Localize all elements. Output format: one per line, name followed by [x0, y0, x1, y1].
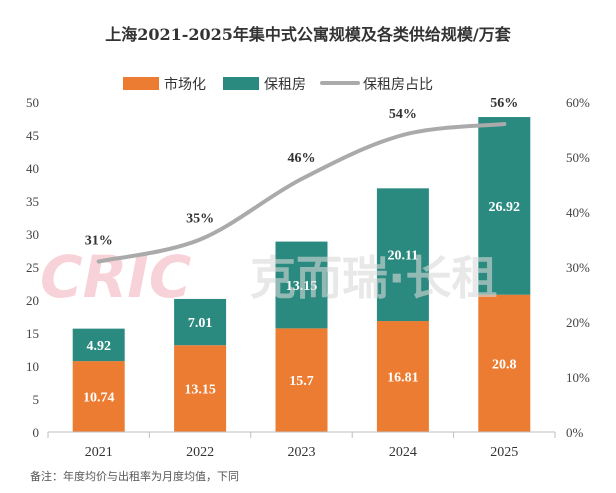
legend-swatch-affordable [223, 77, 259, 90]
y-left-tick: 10 [26, 359, 39, 374]
bar-label-affordable: 13.15 [286, 279, 318, 294]
x-tick-label: 2021 [85, 445, 113, 460]
bar-affordable [275, 241, 328, 329]
bar-market [376, 321, 429, 432]
share-label: 46% [288, 151, 316, 166]
y-left-tick: 20 [26, 293, 39, 308]
bar-market [72, 361, 125, 432]
bar-label-market: 20.8 [492, 357, 517, 372]
bar-affordable [376, 188, 429, 322]
x-tick-label: 2022 [186, 445, 214, 460]
share-line-path [96, 122, 507, 264]
x-axis-ticks: 2021 2022 2023 2024 2025 [47, 432, 556, 460]
bar-market [275, 328, 328, 432]
y-left-tick: 45 [26, 128, 39, 143]
y-left-tick: 30 [26, 227, 39, 242]
bar-label-affordable: 20.11 [388, 249, 419, 264]
y-right-tick: 50% [566, 150, 590, 165]
bar-market [174, 345, 227, 432]
footnote: 备注：年度均价与出租率为月度均值，下同 [30, 469, 239, 483]
y-left-tick: 0 [33, 425, 40, 440]
y-left-tick: 50 [26, 95, 39, 110]
y-right-tick: 40% [566, 205, 590, 220]
y-right-tick: 30% [566, 260, 590, 275]
y-right-tick: 0% [566, 425, 584, 440]
bar-label-affordable: 7.01 [188, 316, 213, 331]
y-left-tick: 35 [26, 194, 39, 209]
watermark-text: 克而瑞·长租 [250, 251, 497, 305]
legend-label-share: 保租房占比 [363, 77, 433, 93]
bar-label-affordable: 4.92 [86, 339, 111, 354]
watermark: CRIC 克而瑞·长租 [40, 243, 497, 311]
legend-label-affordable: 保租房 [264, 77, 306, 93]
share-label: 54% [389, 107, 417, 122]
share-label: 56% [490, 96, 518, 111]
y-right-tick: 60% [566, 95, 590, 110]
x-tick-label: 2023 [288, 445, 316, 460]
y-left-tick: 5 [33, 392, 40, 407]
legend-label-market: 市场化 [164, 76, 206, 93]
legend-swatch-market [123, 77, 159, 90]
y-right-tick: 20% [566, 315, 590, 330]
bar-label-market: 10.74 [83, 391, 115, 406]
share-label: 31% [85, 234, 113, 249]
bar-label-market: 15.7 [289, 374, 314, 389]
bar-label-market: 13.15 [184, 383, 216, 398]
bar-affordable [72, 328, 125, 362]
y-axis-right: 0% 10% 20% 30% 40% 50% 60% [566, 95, 590, 440]
legend: 市场化 保租房 保租房占比 [123, 76, 433, 93]
y-left-tick: 15 [26, 326, 39, 341]
y-left-tick: 25 [26, 260, 39, 275]
watermark-logo: CRIC [40, 243, 191, 311]
y-right-tick: 10% [566, 370, 590, 385]
x-tick-label: 2025 [490, 445, 518, 460]
share-line: 31% 35% 46% 54% 56% [85, 96, 518, 264]
bar-affordable [478, 117, 531, 295]
y-left-tick: 40 [26, 161, 39, 176]
bars: 10.74 4.92 13.15 7.01 15.7 13.15 16.81 20.11 20.… [72, 117, 531, 432]
bar-affordable [174, 298, 227, 346]
y-axis-left: 0 5 10 15 20 25 30 35 40 45 50 [26, 95, 39, 440]
x-tick-label: 2024 [389, 445, 417, 460]
bar-label-market: 16.81 [387, 371, 419, 386]
bar-market [478, 294, 531, 432]
chart-title: 上海2021-2025年集中式公寓规模及各类供给规模/万套 [105, 25, 512, 44]
bar-label-affordable: 26.92 [489, 200, 521, 215]
share-label: 35% [186, 212, 214, 227]
